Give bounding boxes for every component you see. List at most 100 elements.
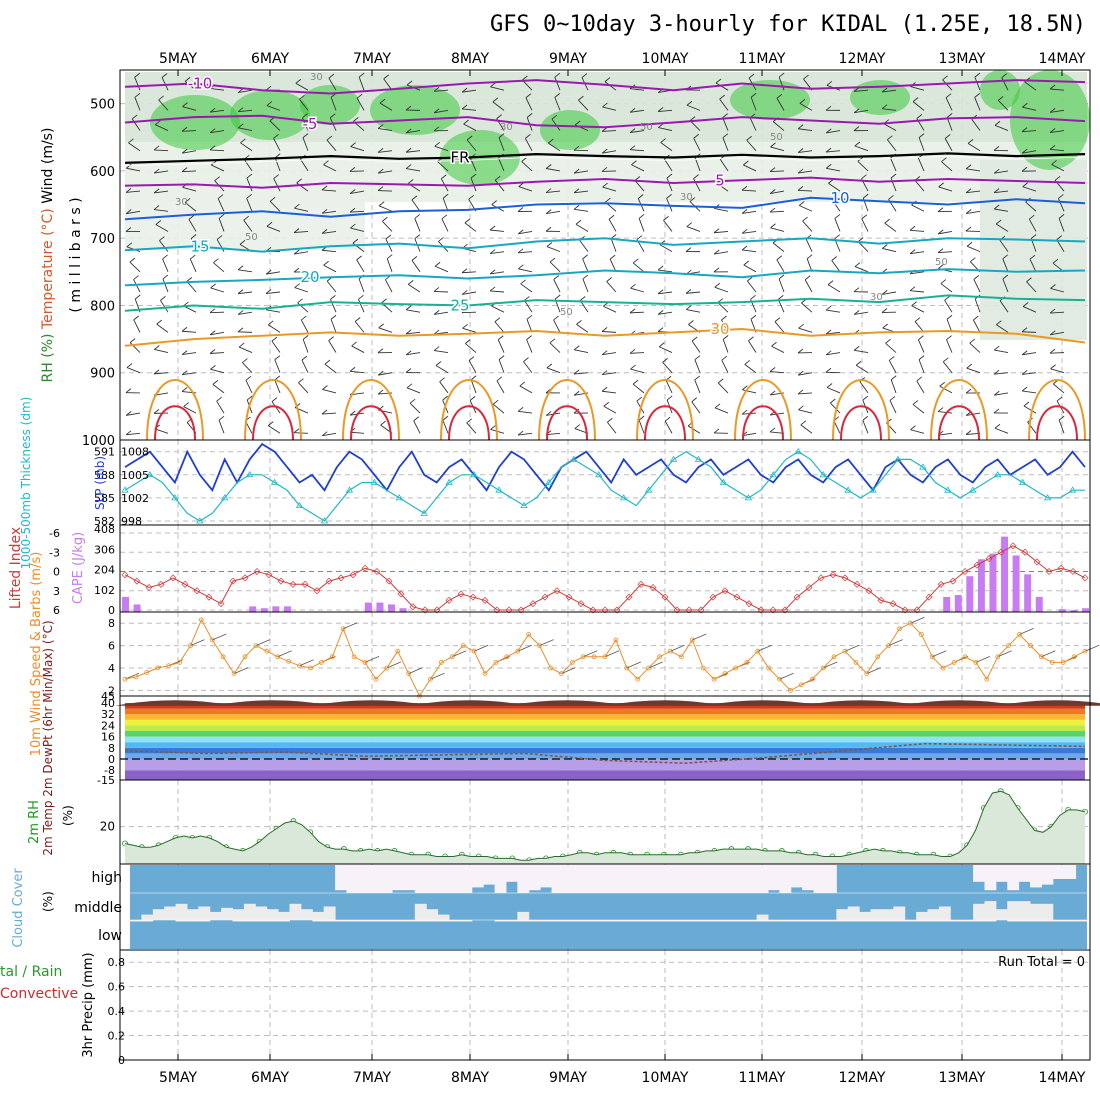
wind-barb <box>834 218 841 232</box>
wind-barb <box>209 128 216 134</box>
ylabel-segment: Wind (m/s) <box>40 128 56 204</box>
wind-barb <box>554 294 561 300</box>
wind-barb <box>411 199 421 212</box>
wind-barb <box>350 227 365 232</box>
wind-barb <box>274 157 281 172</box>
wind-barb <box>914 317 921 322</box>
wind-barb <box>826 150 841 153</box>
wind-barb <box>266 105 281 111</box>
wind-barb <box>406 331 421 335</box>
wind-barb <box>658 109 673 112</box>
wind-marker <box>351 654 357 660</box>
wind-barb <box>993 369 1000 375</box>
cloud-high-step <box>517 865 530 893</box>
isotherm-loop <box>252 405 294 441</box>
cape-bar <box>1070 610 1078 612</box>
y-tick-label: 800 <box>90 299 115 314</box>
wind-barb <box>778 76 785 91</box>
wind-barb <box>159 236 165 241</box>
wind-barb <box>574 190 589 194</box>
wind-barb <box>209 149 225 152</box>
wind-barb <box>826 130 841 134</box>
wind-marker <box>253 643 259 648</box>
wind-barb <box>217 198 225 212</box>
thickness-marker <box>570 455 578 462</box>
y-tick-label-right: 1008 <box>121 446 149 459</box>
wind-barb <box>974 93 981 98</box>
wind-barb <box>630 283 636 289</box>
isotherm-label: 10 <box>830 189 849 207</box>
cloud-high-step <box>1018 865 1031 882</box>
wind-barb <box>890 177 897 192</box>
wind-barb <box>973 279 981 293</box>
wind-barb <box>844 644 860 652</box>
wind-barb <box>159 240 169 252</box>
wind-barb <box>211 164 225 172</box>
wind-barb <box>494 175 501 181</box>
wind-barb <box>831 199 841 212</box>
cape-bar <box>966 576 974 612</box>
wind-barb <box>601 127 608 132</box>
wind-barb <box>1021 327 1028 333</box>
wind-barb <box>997 650 1012 658</box>
wind-barb <box>406 168 421 172</box>
wind-barb <box>470 173 477 179</box>
wind-barb <box>629 128 636 133</box>
y-tick-label: 4 <box>108 662 115 675</box>
cloud-low-step <box>881 920 894 922</box>
series-line-rh <box>124 790 1086 861</box>
wind-barb <box>184 202 197 212</box>
wind-barb <box>778 278 785 293</box>
wind-barb <box>771 341 777 347</box>
wind-barb <box>1019 628 1034 635</box>
wind-barb <box>825 128 832 134</box>
cloud-low-step <box>551 920 564 922</box>
wind-barb <box>461 311 477 314</box>
wind-barb <box>799 205 813 212</box>
wind-barb <box>601 350 608 356</box>
wind-barb <box>602 182 608 188</box>
wind-barb <box>269 120 281 131</box>
wind-barb <box>322 432 337 437</box>
wind-barb <box>854 266 869 273</box>
lifted-index-marker <box>697 606 705 614</box>
cloud-high-step <box>380 865 393 893</box>
wind-barb <box>490 290 505 293</box>
wind-marker <box>689 637 695 643</box>
wind-barb <box>328 336 334 341</box>
ylabel-segment: RH (%) <box>40 329 56 382</box>
isotherm-label: -5 <box>303 115 318 133</box>
y-tick-label-right: 998 <box>121 515 142 528</box>
wind-barb <box>209 330 216 336</box>
lifted-index-marker <box>457 590 465 598</box>
wind-marker <box>220 654 226 660</box>
wind-barb <box>461 104 468 110</box>
wind-barb <box>209 349 216 354</box>
wind-barb <box>213 262 225 273</box>
wind-barb <box>575 223 589 232</box>
wind-barb <box>909 249 916 255</box>
wind-barb <box>769 367 776 372</box>
wind-barb <box>273 138 281 151</box>
wind-barb <box>271 397 278 402</box>
cloud-middle-step <box>859 911 872 920</box>
wind-barb <box>302 339 309 353</box>
wind-barb <box>741 409 748 415</box>
wind-barb <box>995 223 1009 232</box>
wind-barb <box>434 311 449 315</box>
wind-barb <box>940 283 953 293</box>
wind-barb <box>301 315 307 321</box>
wind-barb <box>153 188 160 194</box>
wind-barb <box>299 659 314 667</box>
wind-barb <box>890 379 897 394</box>
wind-barb <box>491 305 505 313</box>
wind-barb <box>881 87 888 93</box>
wind-barb <box>994 124 1009 131</box>
wind-barb <box>267 421 274 427</box>
cloud-high-step <box>790 865 803 888</box>
wind-barb <box>496 114 502 119</box>
wind-barb <box>350 142 356 147</box>
wind-barb <box>805 238 813 252</box>
wind-barb <box>601 148 608 154</box>
wind-barb <box>158 95 164 101</box>
